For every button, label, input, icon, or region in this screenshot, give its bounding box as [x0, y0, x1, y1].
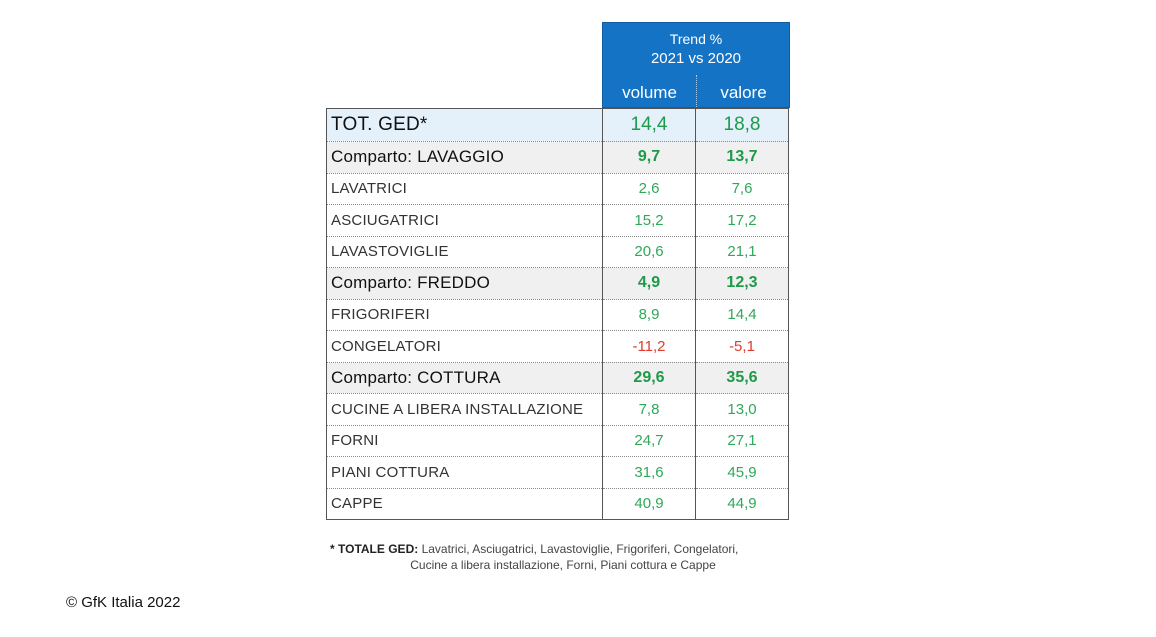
table-row: FRIGORIFERI 8,9 14,4 — [326, 299, 789, 331]
volume-value: 4,9 — [602, 267, 696, 300]
valore-value: -5,1 — [695, 330, 789, 363]
valore-value: 45,9 — [695, 456, 789, 489]
valore-value: 17,2 — [695, 204, 789, 237]
volume-value: 40,9 — [602, 488, 696, 520]
volume-value: 14,4 — [602, 108, 696, 142]
valore-value: 18,8 — [695, 108, 789, 142]
volume-value: 29,6 — [602, 362, 696, 394]
row-label: Comparto: FREDDO — [326, 267, 603, 300]
row-label: LAVASTOVIGLIE — [326, 236, 603, 268]
volume-value: 7,8 — [602, 393, 696, 426]
footnote-line1: Lavatrici, Asciugatrici, Lavastoviglie, … — [418, 542, 739, 556]
valore-value: 7,6 — [695, 173, 789, 205]
table-row: PIANI COTTURA 31,6 45,9 — [326, 456, 789, 489]
row-label: Comparto: LAVAGGIO — [326, 141, 603, 174]
trend-title: Trend % — [669, 31, 723, 47]
copyright: © GfK Italia 2022 — [66, 594, 181, 611]
footnote-key: * TOTALE GED: — [330, 542, 419, 556]
section-row: Comparto: COTTURA 29,6 35,6 — [326, 362, 789, 394]
volume-value: 15,2 — [602, 204, 696, 237]
table-row: LAVASTOVIGLIE 20,6 21,1 — [326, 236, 789, 268]
trend-subtitle: 2021 vs 2020 — [650, 50, 742, 67]
header-divider — [696, 75, 697, 107]
column-header-volume: volume — [622, 83, 677, 102]
row-label: TOT. GED* — [326, 108, 603, 142]
row-label: FORNI — [326, 425, 603, 457]
valore-value: 35,6 — [695, 362, 789, 394]
valore-value: 12,3 — [695, 267, 789, 300]
volume-value: 9,7 — [602, 141, 696, 174]
valore-value: 13,0 — [695, 393, 789, 426]
row-label: LAVATRICI — [326, 173, 603, 205]
trend-header: Trend % 2021 vs 2020 volume valore — [602, 22, 790, 108]
table-row: CAPPE 40,9 44,9 — [326, 488, 789, 520]
table-row: ASCIUGATRICI 15,2 17,2 — [326, 204, 789, 237]
table-row: CONGELATORI -11,2 -5,1 — [326, 330, 789, 363]
volume-value: 31,6 — [602, 456, 696, 489]
volume-value: 8,9 — [602, 299, 696, 331]
volume-value: 2,6 — [602, 173, 696, 205]
volume-value: -11,2 — [602, 330, 696, 363]
section-row: Comparto: FREDDO 4,9 12,3 — [326, 267, 789, 300]
valore-value: 27,1 — [695, 425, 789, 457]
valore-value: 14,4 — [695, 299, 789, 331]
section-row: Comparto: LAVAGGIO 9,7 13,7 — [326, 141, 789, 174]
footnote-line2: Cucine a libera installazione, Forni, Pi… — [410, 558, 716, 572]
total-row: TOT. GED* 14,4 18,8 — [326, 108, 789, 142]
footnote: * TOTALE GED: Lavatrici, Asciugatrici, L… — [330, 541, 790, 573]
row-label: CUCINE A LIBERA INSTALLAZIONE — [326, 393, 603, 426]
row-label: ASCIUGATRICI — [326, 204, 603, 237]
valore-value: 21,1 — [695, 236, 789, 268]
row-label: CONGELATORI — [326, 330, 603, 363]
row-label: CAPPE — [326, 488, 603, 520]
row-label: Comparto: COTTURA — [326, 362, 603, 394]
trend-table: TOT. GED* 14,4 18,8 Comparto: LAVAGGIO 9,7 13… — [326, 108, 789, 520]
valore-value: 13,7 — [695, 141, 789, 174]
volume-value: 20,6 — [602, 236, 696, 268]
table-row: CUCINE A LIBERA INSTALLAZIONE 7,8 13,0 — [326, 393, 789, 426]
valore-value: 44,9 — [695, 488, 789, 520]
table-row: FORNI 24,7 27,1 — [326, 425, 789, 457]
volume-value: 24,7 — [602, 425, 696, 457]
column-header-valore: valore — [720, 83, 767, 102]
row-label: PIANI COTTURA — [326, 456, 603, 489]
row-label: FRIGORIFERI — [326, 299, 603, 331]
table-row: LAVATRICI 2,6 7,6 — [326, 173, 789, 205]
